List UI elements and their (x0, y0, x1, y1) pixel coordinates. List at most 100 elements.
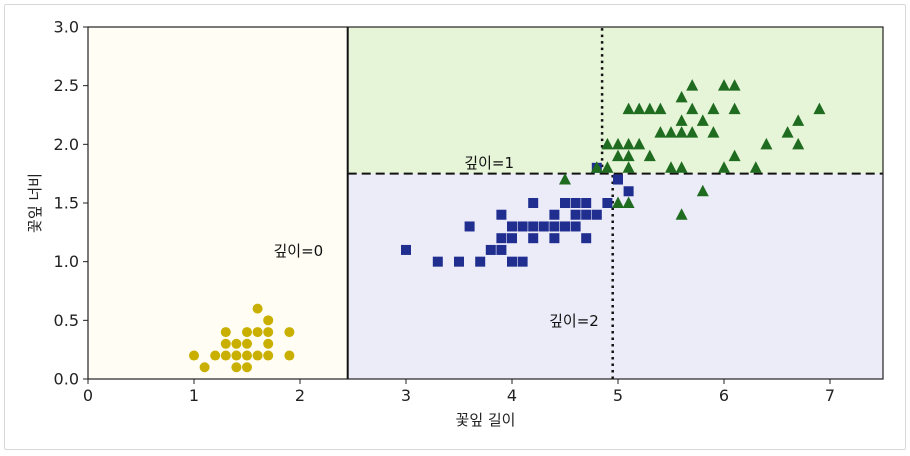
data-point-square (496, 244, 507, 255)
data-point-triangle (612, 137, 624, 150)
data-point-triangle (781, 126, 794, 138)
data-point-circle (231, 350, 242, 361)
data-point-square (581, 198, 592, 208)
data-point-square (454, 256, 464, 267)
y-axis-label: 꽃잎 너비 (26, 173, 44, 233)
data-point-circle (210, 350, 221, 361)
data-point-triangle (675, 126, 688, 138)
data-point-triangle (665, 161, 677, 173)
data-point-triangle (601, 161, 614, 173)
data-point-triangle (686, 79, 699, 91)
data-point-circle (242, 338, 252, 349)
data-point-triangle (686, 126, 699, 138)
data-point-square (602, 198, 613, 208)
data-point-triangle (643, 102, 656, 115)
decision-region-0 (88, 27, 348, 379)
data-point-triangle (590, 161, 603, 173)
data-point-triangle (792, 137, 805, 150)
data-point-triangle (707, 126, 720, 138)
data-point-square (496, 233, 507, 244)
data-point-triangle (675, 114, 688, 126)
data-point-circle (231, 362, 242, 373)
data-point-square (475, 256, 486, 267)
data-point-circle (263, 350, 274, 361)
data-point-triangle (654, 126, 667, 138)
decision-region-1 (347, 27, 883, 174)
data-point-circle (252, 327, 263, 338)
data-point-triangle (622, 102, 635, 115)
data-point-circle (284, 327, 295, 338)
data-point-circle (263, 315, 274, 326)
data-point-triangle (696, 114, 709, 126)
data-point-circle (242, 327, 252, 338)
data-point-triangle (622, 137, 635, 150)
data-point-triangle (622, 196, 635, 208)
depth-annotation: 깊이=0 (274, 242, 324, 260)
data-point-square (549, 233, 560, 244)
data-point-square (570, 221, 581, 232)
data-point-square (401, 244, 411, 255)
y-tick-label: 1.5 (54, 194, 79, 213)
data-point-triangle (696, 184, 709, 197)
data-point-triangle (718, 79, 730, 91)
y-tick-label: 0.0 (54, 370, 79, 389)
data-point-triangle (622, 149, 635, 162)
data-point-triangle (622, 161, 635, 173)
data-point-circle (220, 327, 231, 338)
data-point-triangle (633, 137, 646, 150)
data-point-triangle (749, 161, 762, 173)
data-point-square (570, 209, 581, 220)
data-point-square (485, 244, 496, 255)
x-tick-label: 5 (613, 386, 623, 405)
data-point-triangle (675, 90, 688, 103)
data-point-triangle (728, 102, 741, 115)
data-point-triangle (559, 173, 571, 185)
data-point-circle (220, 338, 231, 349)
data-point-circle (284, 350, 295, 361)
data-point-square (517, 221, 528, 232)
data-point-triangle (707, 102, 720, 115)
depth-annotation: 깊이=2 (549, 312, 599, 330)
y-tick-label: 1.0 (54, 252, 79, 271)
data-point-triangle (675, 161, 688, 173)
data-point-triangle (612, 196, 624, 208)
data-point-circle (242, 362, 252, 373)
data-point-triangle (728, 79, 741, 91)
y-tick-label: 2.5 (54, 76, 79, 95)
data-point-square (613, 174, 623, 185)
data-point-circle (252, 303, 263, 314)
data-point-triangle (643, 149, 656, 162)
data-point-circle (189, 350, 199, 361)
x-tick-label: 1 (189, 386, 199, 405)
data-point-square (623, 186, 634, 197)
data-point-square (517, 256, 528, 267)
y-tick-label: 2.0 (54, 135, 79, 154)
data-point-square (464, 221, 475, 232)
data-point-triangle (665, 126, 677, 138)
data-point-triangle (654, 102, 667, 115)
data-point-circle (263, 327, 274, 338)
x-tick-label: 6 (719, 386, 729, 405)
data-point-square (560, 198, 570, 208)
data-point-square (507, 221, 517, 232)
data-point-square (432, 256, 443, 267)
data-point-square (581, 233, 592, 244)
data-point-triangle (601, 137, 614, 150)
data-point-triangle (686, 102, 699, 115)
data-point-triangle (718, 161, 730, 173)
data-point-square (496, 209, 507, 220)
data-point-square (581, 209, 592, 220)
data-point-square (507, 256, 517, 267)
data-point-square (570, 198, 581, 208)
data-point-square (549, 209, 560, 220)
data-point-square (549, 221, 560, 232)
x-tick-label: 2 (295, 386, 305, 405)
data-point-square (591, 209, 602, 220)
x-tick-label: 0 (83, 386, 93, 405)
data-point-triangle (760, 137, 773, 150)
data-point-square (528, 221, 539, 232)
data-point-triangle (728, 149, 741, 162)
data-point-circle (220, 350, 231, 361)
x-tick-label: 3 (401, 386, 411, 405)
